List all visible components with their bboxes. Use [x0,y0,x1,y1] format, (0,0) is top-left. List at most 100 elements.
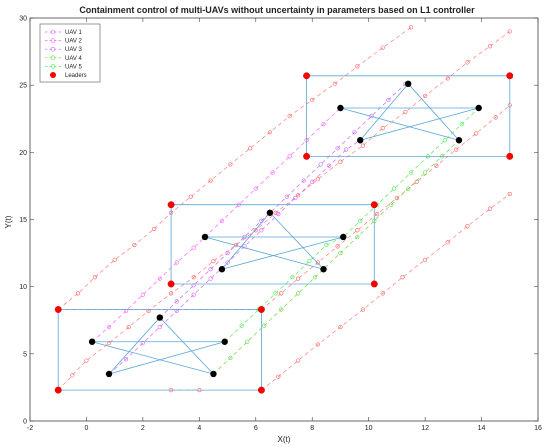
leader-trajectory-point [380,126,385,131]
follower-link [359,83,409,141]
leader-trajectory-point [84,358,89,363]
uav-2-trajectory-point [219,218,225,223]
legend-entry-label: UAV 5 [65,64,83,70]
leader-marker [257,306,265,313]
uav-3-trajectory-point [335,146,340,151]
leader-trajectory-point [338,324,343,330]
plot-frame [29,17,539,422]
leader-trajectory-point [169,291,174,296]
x-tick-label: 2 [141,425,145,432]
uav-2-trajectory-point [157,276,162,281]
leader-trajectory-point [332,81,337,86]
follower-link [360,107,479,141]
follower-link [221,236,344,270]
leader-trajectory-point [380,291,385,296]
x-tick-label: 10 [365,425,373,432]
leader-trajectory-point [360,143,366,148]
follower-link [91,341,214,375]
legend-box [39,23,101,83]
uav-5-trajectory-point [391,186,397,191]
leader-marker [506,152,514,160]
uav-3-trajectory-point [352,130,357,135]
uav-2-trajectory-point [123,308,129,313]
leader-trajectory-point [355,228,360,233]
leader-trajectory-point [400,275,405,280]
uav-1-trajectory-point [310,179,315,184]
follower-link [221,212,271,270]
leader-trajectory-point [188,194,193,199]
uav-3-trajectory-point [191,283,196,288]
legend-swatch-marker [50,72,56,78]
uav-2-trajectory-point [321,122,326,127]
leader-trajectory-point [493,115,498,120]
uav-5-marker [218,266,226,273]
uav-4-trajectory-point [279,307,284,312]
y-tick-label: 30 [19,16,27,23]
leader-trajectory-point [152,226,157,232]
leader-trajectory-point [465,60,470,65]
uav-4-trajectory-point [389,202,394,207]
uav-2-trajectory [91,107,341,342]
legend-entry-label: UAV 3 [65,47,83,53]
leader-trajectory-point [126,324,131,330]
y-tick-label: 15 [19,217,27,224]
leader-trajectory-point [355,64,360,69]
leader-trajectory-point [146,308,151,313]
follower-link [159,317,214,375]
leader-trajectory-point [211,259,216,264]
leader-trajectory-point [75,291,81,296]
leader-trajectory-point [70,373,75,378]
leader-marker [370,280,378,288]
follower-link [269,212,324,270]
uav-5-trajectory-point [273,291,278,296]
uav-3-trajectory-point [318,162,323,167]
uav-1-trajectory-point [208,276,213,281]
uav-1-trajectory-point [157,324,162,330]
x-axis-label: X(t) [278,435,291,444]
leader-trajectory-point [191,275,196,280]
leader-marker [257,386,265,394]
chart-title: Containment control of multi-UAVs withou… [79,5,475,15]
uav-1-marker [88,338,96,345]
leader-trajectory-point [454,147,459,152]
uav-4-marker [455,137,463,144]
uav-4-trajectory-point [312,275,318,280]
uav-1-trajectory-point [242,244,247,249]
leader-trajectory-point [296,193,301,198]
legend-swatch-marker [50,29,56,35]
leader-trajectory-2 [261,193,511,391]
y-tick-label: 0 [23,419,27,426]
leader-marker [303,152,311,160]
uav-1-trajectory-point [140,340,145,346]
uav-1-marker [201,233,209,241]
leader-trajectory-point [360,307,366,312]
leader-trajectory-point [315,260,320,265]
x-tick-label: 4 [197,425,201,432]
leader-trajectory-point [248,146,253,151]
uav-4-trajectory-point [262,323,267,328]
legend-swatch-marker [50,55,56,61]
leader-trajectory-point [296,276,301,281]
leader-trajectory-point [445,240,450,245]
leader-trajectory-point [507,191,512,197]
leader-trajectory-point [507,29,512,34]
leader-trajectory-point [375,212,380,217]
legend-swatch-marker [50,46,56,52]
y-tick-label: 20 [19,150,27,157]
leader-trajectory-point [423,257,428,262]
formation-layer [57,75,511,391]
leader-formation-3 [306,75,511,157]
uav-2-trajectory-point [270,170,275,175]
uav-1-trajectory-point [174,308,179,313]
uav-1-trajectory-point [225,260,230,265]
x-tick-label: -2 [27,425,33,432]
leader-trajectory-point [487,206,493,211]
follower-link [407,83,460,141]
uav-2-trajectory-point [191,245,196,250]
leader-marker [54,386,62,394]
leader-trajectory-point [315,342,320,347]
leader-marker [303,72,311,80]
